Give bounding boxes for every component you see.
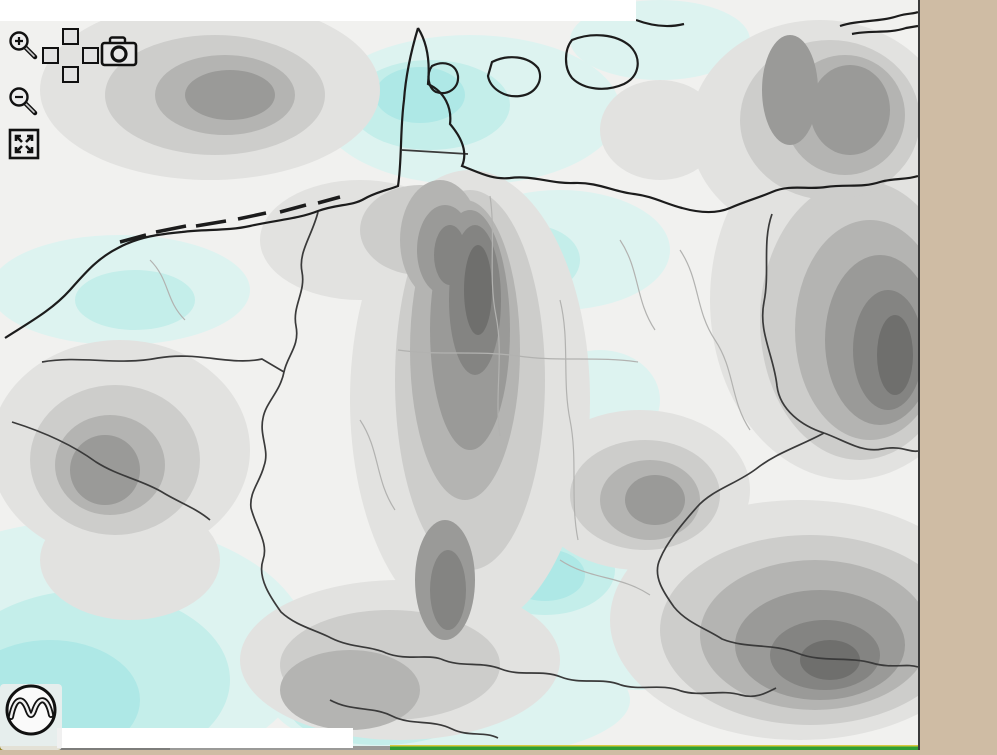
pan-right-button[interactable]	[82, 47, 99, 64]
snapshot-button[interactable]	[100, 36, 140, 73]
zoom-out-button[interactable]	[8, 86, 38, 121]
pan-down-button[interactable]	[62, 66, 79, 83]
metmaps-logo	[0, 684, 64, 755]
pan-left-button[interactable]	[42, 47, 59, 64]
fullscreen-button[interactable]	[8, 128, 40, 165]
map-title	[0, 0, 636, 21]
pan-up-button[interactable]	[62, 28, 79, 45]
weather-map	[0, 0, 918, 750]
cloud-shading	[0, 0, 918, 740]
copyright-bar	[57, 728, 353, 748]
coastlines	[4, 10, 918, 339]
state-borders	[149, 195, 751, 596]
legend-panel	[918, 0, 997, 750]
map-canvas[interactable]	[0, 0, 918, 750]
zoom-in-button[interactable]	[8, 30, 38, 65]
cloud-cover-colorbar	[920, 0, 997, 750]
expand-icon	[8, 128, 40, 160]
country-borders	[11, 149, 918, 739]
